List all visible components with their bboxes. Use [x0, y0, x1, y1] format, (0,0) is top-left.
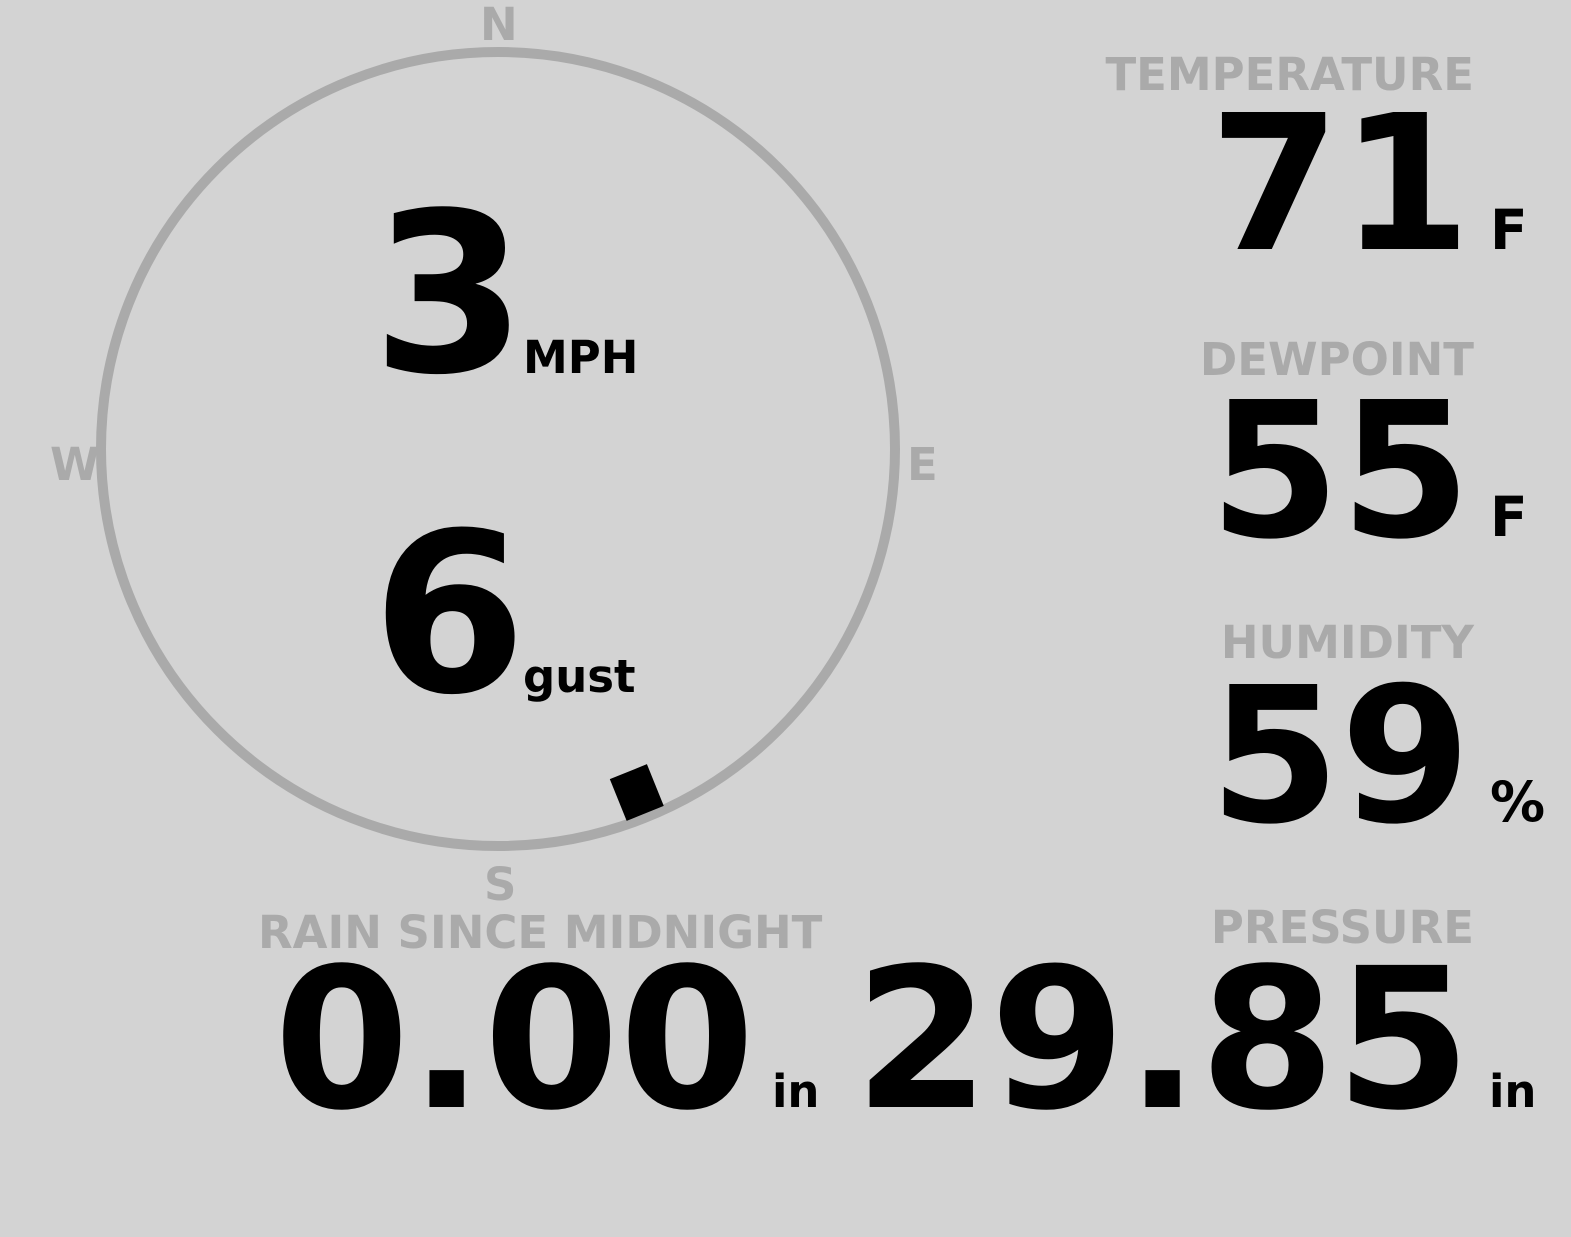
humidity-value: 59: [1209, 647, 1471, 866]
compass-ring: [96, 47, 900, 851]
compass-west: W: [50, 438, 100, 491]
wind-speed-unit: MPH: [523, 331, 639, 384]
dewpoint-label: DEWPOINT: [1199, 333, 1474, 386]
wind-gust-value: 6: [372, 486, 527, 744]
rain-unit: in: [772, 1065, 820, 1118]
humidity-unit: %: [1490, 770, 1546, 834]
temperature-label: TEMPERATURE: [1105, 48, 1474, 101]
pressure-label: PRESSURE: [1210, 901, 1474, 954]
pressure-unit: in: [1489, 1065, 1537, 1118]
dewpoint-unit: F: [1490, 485, 1528, 549]
compass-north: N: [480, 0, 518, 51]
pressure-value: 29.85: [854, 926, 1471, 1153]
compass-east: E: [907, 438, 938, 491]
temperature-unit: F: [1490, 198, 1528, 262]
dewpoint-value: 55: [1209, 362, 1471, 581]
wind-gust-unit: gust: [523, 650, 636, 703]
rain-value: 0.00: [273, 926, 755, 1153]
humidity-label: HUMIDITY: [1220, 616, 1474, 669]
wind-speed-value: 3: [372, 166, 527, 424]
compass-south: S: [484, 858, 517, 911]
rain-label: RAIN SINCE MIDNIGHT: [258, 906, 823, 959]
wind-direction-marker: [609, 764, 664, 821]
temperature-value: 71: [1209, 75, 1471, 294]
